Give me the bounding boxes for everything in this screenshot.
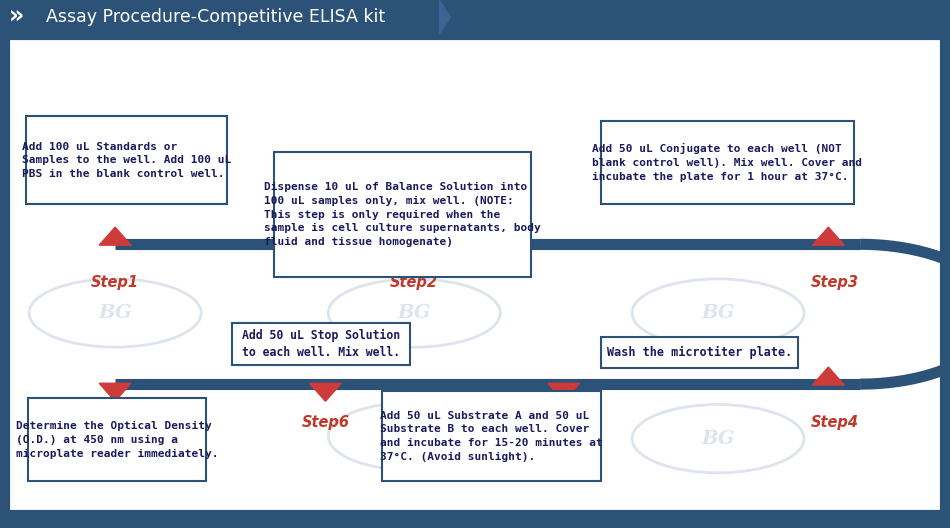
FancyBboxPatch shape <box>601 121 854 204</box>
FancyBboxPatch shape <box>27 116 227 204</box>
Text: BG: BG <box>701 304 734 322</box>
Text: Step6: Step6 <box>301 415 350 430</box>
Text: »: » <box>9 5 24 29</box>
Text: Determine the Optical Density
(O.D.) at 450 nm using a
microplate reader immedia: Determine the Optical Density (O.D.) at … <box>16 421 219 458</box>
Text: BG: BG <box>397 304 431 322</box>
Text: Add 50 uL Stop Solution
to each well. Mix well.: Add 50 uL Stop Solution to each well. Mi… <box>241 328 400 359</box>
Text: Assay Procedure-Competitive ELISA kit: Assay Procedure-Competitive ELISA kit <box>46 8 385 26</box>
Polygon shape <box>439 0 451 34</box>
FancyBboxPatch shape <box>274 152 531 277</box>
Polygon shape <box>812 367 845 385</box>
Text: Step5: Step5 <box>540 415 588 430</box>
FancyBboxPatch shape <box>8 38 942 512</box>
Text: Step2: Step2 <box>390 275 438 290</box>
Text: Add 50 uL Conjugate to each well (NOT
blank control well). Mix well. Cover and
i: Add 50 uL Conjugate to each well (NOT bl… <box>593 143 863 182</box>
Text: Step3: Step3 <box>811 275 859 290</box>
Text: Step1: Step1 <box>91 275 139 290</box>
Polygon shape <box>398 227 430 245</box>
Polygon shape <box>99 383 131 401</box>
Text: Dispense 10 uL of Balance Solution into
100 uL samples only, mix well. (NOTE:
Th: Dispense 10 uL of Balance Solution into … <box>264 182 541 247</box>
Polygon shape <box>548 383 580 401</box>
FancyBboxPatch shape <box>28 398 206 482</box>
FancyBboxPatch shape <box>382 391 601 482</box>
Text: Step4: Step4 <box>811 415 859 430</box>
Text: Add 100 uL Standards or
Samples to the well. Add 100 uL
PBS in the blank control: Add 100 uL Standards or Samples to the w… <box>22 142 232 178</box>
Text: BG: BG <box>701 430 734 448</box>
Text: BG: BG <box>397 427 431 445</box>
Text: Step7: Step7 <box>91 415 139 430</box>
Text: Add 50 uL Substrate A and 50 uL
Substrate B to each well. Cover
and incubate for: Add 50 uL Substrate A and 50 uL Substrat… <box>380 411 602 461</box>
Polygon shape <box>310 383 341 401</box>
Polygon shape <box>99 227 131 245</box>
Polygon shape <box>812 227 845 245</box>
FancyBboxPatch shape <box>232 323 409 365</box>
Text: BG: BG <box>99 304 132 322</box>
Text: Wash the microtiter plate.: Wash the microtiter plate. <box>607 346 792 359</box>
FancyBboxPatch shape <box>601 337 797 367</box>
